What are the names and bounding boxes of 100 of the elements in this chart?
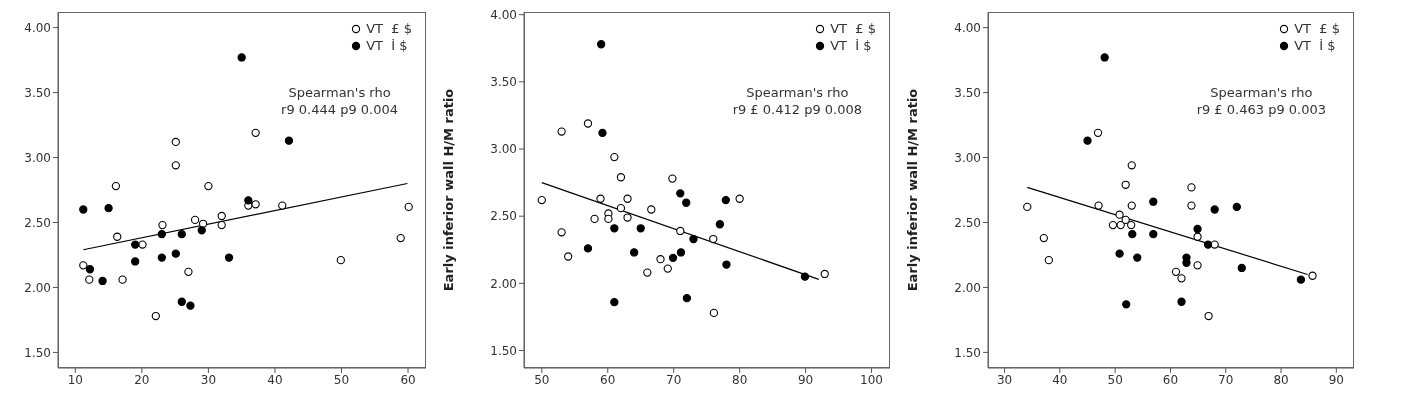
point <box>151 311 160 321</box>
point <box>820 269 829 279</box>
point <box>1177 297 1186 306</box>
x-tick-label: 90 <box>797 372 814 387</box>
y-tick-label: 3.50 <box>24 85 51 100</box>
point <box>131 240 140 249</box>
point <box>604 214 613 224</box>
point <box>251 128 260 137</box>
point <box>647 205 656 214</box>
y-tick-label: 3.00 <box>24 150 51 165</box>
point <box>244 196 253 205</box>
point <box>186 301 195 310</box>
point <box>623 194 632 203</box>
point <box>623 213 632 222</box>
annotation: Spearman's rho <box>1209 84 1314 101</box>
x-tick-label: 100 <box>860 372 883 387</box>
point <box>676 226 685 236</box>
point <box>1115 249 1124 258</box>
x-tick-label: 60 <box>400 372 416 387</box>
point <box>1108 220 1118 230</box>
point <box>1023 202 1032 212</box>
point <box>557 228 566 237</box>
point <box>722 260 731 269</box>
point <box>251 200 260 209</box>
x-tick-label: 30 <box>996 372 1013 387</box>
point <box>610 224 619 233</box>
point <box>682 198 691 207</box>
point <box>1296 275 1306 284</box>
x-tick-label: 50 <box>1107 372 1123 387</box>
point <box>1193 224 1202 234</box>
point <box>158 220 167 230</box>
point <box>1203 240 1213 249</box>
point <box>197 226 206 235</box>
point <box>171 161 180 170</box>
y-tick-label: 3.50 <box>954 85 981 100</box>
point <box>184 267 193 276</box>
point <box>668 174 677 183</box>
legend-label: VT İ $ <box>1294 37 1336 54</box>
point <box>583 244 593 253</box>
point <box>1193 261 1202 270</box>
annotation: r9 0.444 p9 0.004 <box>281 101 398 118</box>
x-tick-label: 50 <box>333 372 350 387</box>
point <box>709 234 718 244</box>
point <box>629 248 639 257</box>
y-tick-label: 1.50 <box>490 343 517 358</box>
point <box>104 204 113 213</box>
y-tick-label: 1.50 <box>954 345 981 360</box>
point <box>663 264 672 273</box>
point <box>1133 253 1142 262</box>
x-tick-label: 80 <box>1273 372 1289 387</box>
point <box>1210 205 1219 214</box>
legend-label: VT £ $ <box>830 20 876 37</box>
point <box>682 293 692 303</box>
legend-label: VT İ $ <box>830 37 872 54</box>
y-axis-title: Early inferior wall H/M ratio <box>904 88 920 292</box>
point <box>157 253 166 262</box>
annotation: Spearman's rho <box>287 84 392 101</box>
x-tick-label: 70 <box>666 372 682 387</box>
point <box>1204 311 1213 321</box>
point <box>177 297 186 306</box>
y-tick-label: 2.50 <box>24 215 51 230</box>
point <box>1121 215 1130 225</box>
point <box>1177 274 1186 283</box>
point <box>138 240 147 249</box>
x-tick-label: 60 <box>600 372 616 387</box>
point <box>616 203 626 213</box>
annotation: r9 £ 0.463 p9 0.003 <box>1196 101 1326 118</box>
point <box>98 276 107 286</box>
y-tick-label: 3.00 <box>490 142 517 157</box>
point <box>284 136 294 145</box>
point <box>1127 201 1136 210</box>
point <box>204 181 213 191</box>
point <box>217 220 226 230</box>
x-tick-label: 50 <box>534 372 550 387</box>
point <box>1094 201 1103 210</box>
point <box>1127 220 1136 230</box>
point <box>85 275 94 284</box>
x-tick-label: 40 <box>1052 372 1068 387</box>
point <box>676 189 685 198</box>
point <box>85 265 95 274</box>
point <box>1128 230 1137 239</box>
point <box>118 275 127 284</box>
point <box>735 194 744 203</box>
point <box>278 201 287 210</box>
point <box>590 214 599 224</box>
legend-label: VT £ $ <box>366 20 412 37</box>
point <box>1044 256 1053 265</box>
point <box>800 272 810 281</box>
point <box>1122 300 1131 309</box>
y-tick-label: 4.00 <box>24 20 51 35</box>
annotation: r9 £ 0.412 p9 0.008 <box>732 101 862 118</box>
point <box>656 255 665 264</box>
point <box>113 232 122 241</box>
point <box>1232 202 1241 212</box>
x-tick-label: 20 <box>134 372 150 387</box>
point <box>157 230 166 239</box>
y-tick-label: 2.50 <box>490 209 517 224</box>
point <box>404 202 413 212</box>
x-tick-label: 90 <box>1328 372 1344 387</box>
point <box>237 53 246 62</box>
